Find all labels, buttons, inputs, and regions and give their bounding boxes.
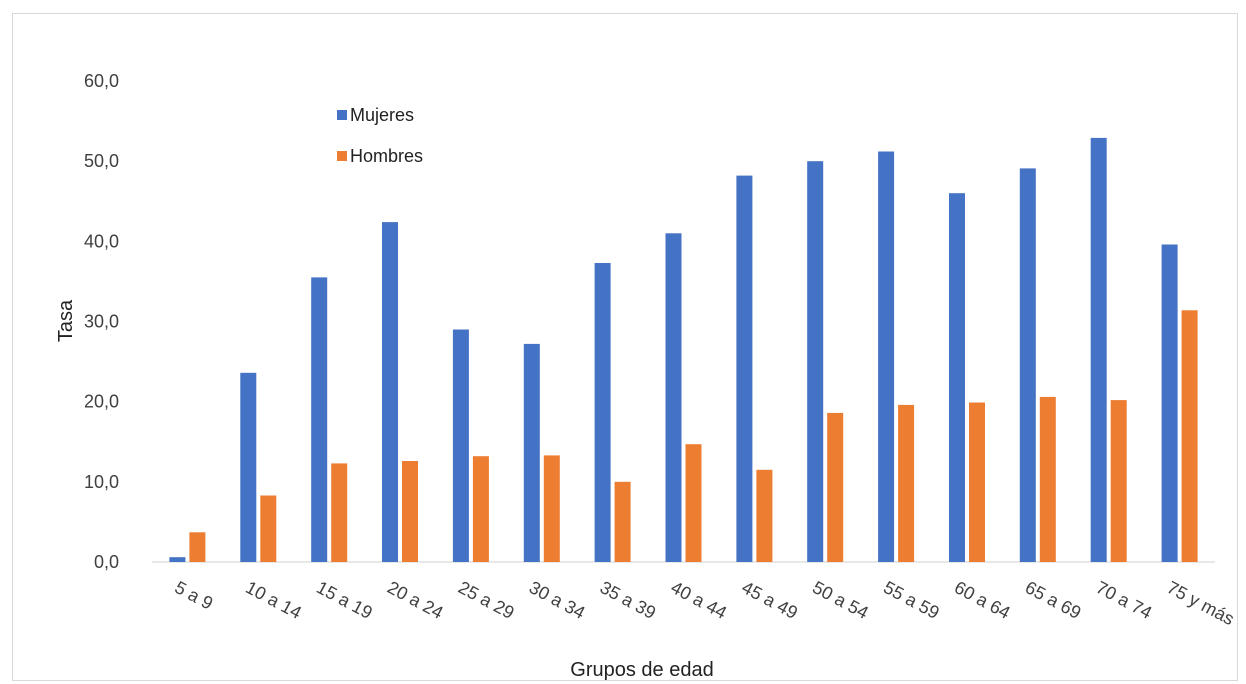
x-tick-label: 40 a 44 — [668, 577, 730, 623]
bar-mujeres — [665, 233, 682, 563]
bar-hombres — [472, 456, 489, 562]
bar-mujeres — [523, 343, 540, 562]
x-tick-label: 5 a 9 — [172, 577, 217, 613]
bar-hombres — [1039, 396, 1056, 562]
bars — [169, 137, 1198, 563]
legend-swatch-hombres — [337, 151, 347, 161]
y-tick-label: 60,0 — [84, 71, 119, 91]
bar-hombres — [1110, 400, 1127, 562]
y-tick-label: 20,0 — [84, 392, 119, 412]
y-tick-label: 0,0 — [94, 552, 119, 572]
x-tick-label: 30 a 34 — [526, 577, 588, 623]
x-tick-label: 10 a 14 — [242, 577, 304, 623]
x-tick-label: 45 a 49 — [739, 577, 801, 623]
x-tick-label: 15 a 19 — [313, 577, 375, 623]
bar-hombres — [685, 444, 702, 562]
bar-mujeres — [240, 372, 257, 562]
x-tick-label: 65 a 69 — [1022, 577, 1084, 623]
bar-hombres — [331, 463, 348, 562]
bar-mujeres — [1090, 137, 1107, 562]
bar-hombres — [898, 404, 915, 562]
bar-hombres — [614, 481, 631, 562]
x-tick-label: 60 a 64 — [951, 577, 1013, 623]
bar-hombres — [189, 532, 206, 562]
bar-mujeres — [311, 277, 328, 562]
bar-hombres — [969, 402, 985, 562]
bar-hombres — [827, 412, 844, 562]
bar-mujeres — [452, 329, 469, 562]
y-tick-label: 10,0 — [84, 472, 119, 492]
legend: Mujeres Hombres — [337, 105, 423, 166]
x-axis-ticks: 5 a 9 10 a 14 15 a 19 20 a 24 25 a 29 30 a 34… — [172, 577, 1238, 629]
y-tick-label: 50,0 — [84, 151, 119, 171]
bar-mujeres — [1019, 168, 1036, 562]
bar-hombres — [1181, 310, 1198, 562]
y-axis-ticks: 0,0 10,0 20,0 30,0 40,0 50,0 60,0 — [84, 71, 119, 572]
x-tick-label: 75 y más — [1164, 577, 1238, 629]
legend-swatch-mujeres — [337, 110, 347, 120]
bar-mujeres — [1161, 244, 1178, 562]
x-tick-label: 50 a 54 — [809, 577, 871, 623]
bar-mujeres — [949, 193, 965, 562]
bar-hombres — [756, 469, 773, 562]
x-tick-label: 70 a 74 — [1093, 577, 1155, 623]
bar-mujeres — [169, 557, 186, 562]
bar-hombres — [543, 455, 560, 562]
x-tick-label: 55 a 59 — [880, 577, 942, 623]
bar-hombres — [402, 461, 418, 562]
x-axis-title: Grupos de edad — [570, 659, 713, 681]
x-tick-label: 35 a 39 — [597, 577, 659, 623]
y-tick-label: 30,0 — [84, 312, 119, 332]
bar-mujeres — [878, 151, 895, 562]
x-tick-label: 25 a 29 — [455, 577, 517, 623]
bar-mujeres — [382, 222, 398, 562]
bar-mujeres — [594, 263, 611, 562]
bar-mujeres — [736, 175, 753, 562]
bar-hombres — [260, 495, 277, 562]
legend-label-mujeres: Mujeres — [350, 105, 414, 125]
y-axis-title: Tasa — [55, 299, 77, 342]
y-tick-label: 40,0 — [84, 231, 119, 251]
x-tick-label: 20 a 24 — [384, 577, 446, 623]
bar-mujeres — [807, 161, 824, 562]
legend-label-hombres: Hombres — [350, 146, 423, 166]
